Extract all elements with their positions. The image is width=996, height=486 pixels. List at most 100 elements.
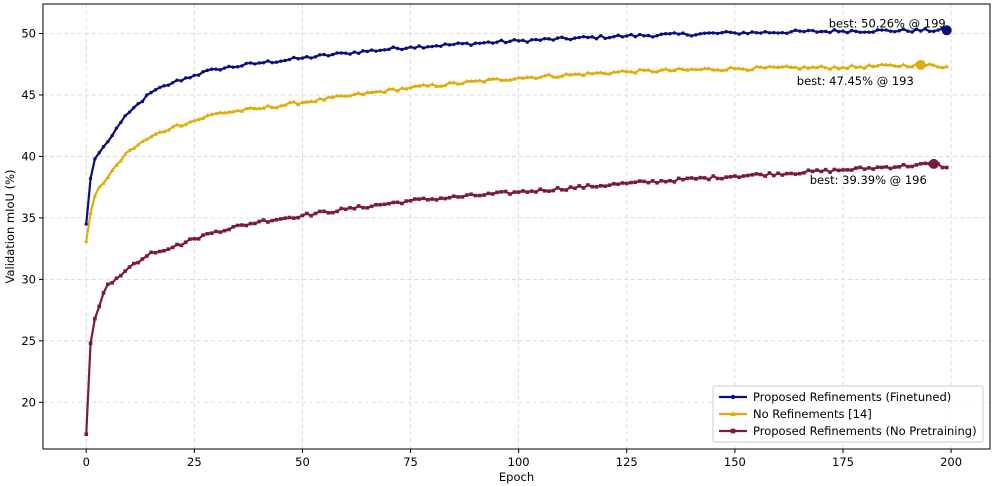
data-point: [927, 61, 932, 66]
data-point: [750, 173, 754, 177]
data-point: [244, 223, 249, 228]
data-point: [109, 167, 115, 172]
data-point: [499, 38, 504, 42]
data-point: [106, 282, 110, 287]
data-point: [754, 31, 759, 35]
data-point: [127, 110, 132, 114]
data-point: [88, 341, 93, 346]
data-point: [607, 71, 612, 76]
data-point: [823, 65, 828, 70]
data-point: [641, 67, 647, 72]
data-point: [871, 64, 876, 69]
data-point: [763, 174, 767, 178]
x-tick-label: 25: [187, 455, 202, 469]
data-point: [551, 188, 556, 193]
data-point: [235, 65, 240, 69]
data-point: [715, 31, 720, 36]
data-point: [538, 38, 542, 42]
data-point: [97, 304, 102, 309]
data-point: [819, 169, 824, 174]
data-point: [879, 62, 885, 67]
data-point: [106, 139, 110, 144]
data-point: [118, 158, 124, 163]
data-point: [387, 47, 391, 52]
y-axis-ticks: 20 25 30 35 40 45 50: [21, 27, 43, 409]
data-point: [503, 189, 508, 194]
data-point: [754, 172, 759, 176]
data-point: [503, 77, 508, 82]
data-point: [875, 28, 880, 32]
data-point: [906, 164, 910, 169]
y-tick-label: 25: [21, 334, 36, 348]
data-point: [529, 189, 534, 193]
data-point: [577, 184, 582, 188]
data-point: [365, 206, 370, 210]
data-point: [612, 35, 616, 39]
data-point: [694, 177, 698, 181]
data-point: [469, 192, 473, 197]
data-point: [694, 33, 698, 37]
data-point: [282, 102, 288, 107]
data-point: [305, 55, 309, 59]
data-point: [447, 43, 452, 47]
legend-item: Proposed Refinements (Finetuned): [719, 390, 951, 404]
data-point: [780, 64, 785, 69]
data-point: [101, 180, 106, 185]
data-point: [849, 62, 854, 67]
data-point: [209, 231, 214, 235]
data-point: [361, 49, 365, 53]
data-point: [525, 74, 530, 79]
data-point: [797, 171, 802, 176]
data-point: [944, 165, 949, 170]
legend-label: Proposed Refinements (Finetuned): [753, 390, 951, 404]
data-point: [771, 64, 776, 69]
data-point: [426, 45, 430, 49]
data-point: [413, 46, 417, 50]
data-point: [516, 39, 521, 43]
data-point: [226, 109, 232, 114]
data-point: [720, 176, 724, 181]
data-point: [266, 59, 270, 63]
data-point: [823, 167, 828, 172]
data-point: [638, 32, 642, 37]
data-point: [798, 29, 802, 33]
data-point: [408, 45, 413, 49]
data-point: [884, 28, 888, 32]
data-point: [633, 70, 638, 75]
best-annotation: best: 50.26% @ 199: [829, 16, 946, 30]
data-point: [620, 181, 625, 185]
data-point: [356, 90, 361, 95]
series-0: [84, 25, 952, 226]
data-point: [836, 168, 841, 173]
data-point: [793, 172, 798, 176]
data-point: [222, 228, 227, 233]
data-point: [110, 281, 114, 285]
data-point: [158, 85, 162, 90]
data-point: [231, 109, 236, 114]
data-point: [439, 196, 443, 200]
data-point: [408, 85, 413, 90]
best-annotation: best: 39.39% @ 196: [810, 173, 927, 187]
data-point: [361, 205, 365, 210]
data-point: [486, 76, 491, 81]
data-point: [702, 66, 707, 71]
data-point: [122, 151, 128, 156]
data-point: [239, 108, 245, 113]
data-point: [746, 173, 750, 178]
data-point: [227, 227, 231, 232]
data-point: [516, 75, 521, 80]
data-point: [318, 53, 322, 57]
data-point: [330, 94, 335, 99]
data-point: [352, 206, 357, 211]
data-point: [897, 29, 901, 33]
data-point: [892, 63, 898, 68]
data-point: [754, 64, 759, 69]
data-point: [205, 113, 210, 118]
data-point: [438, 83, 444, 88]
data-point: [201, 70, 205, 74]
data-point: [170, 124, 175, 129]
data-point: [788, 64, 794, 69]
data-point: [464, 193, 469, 197]
data-point: [909, 64, 915, 69]
